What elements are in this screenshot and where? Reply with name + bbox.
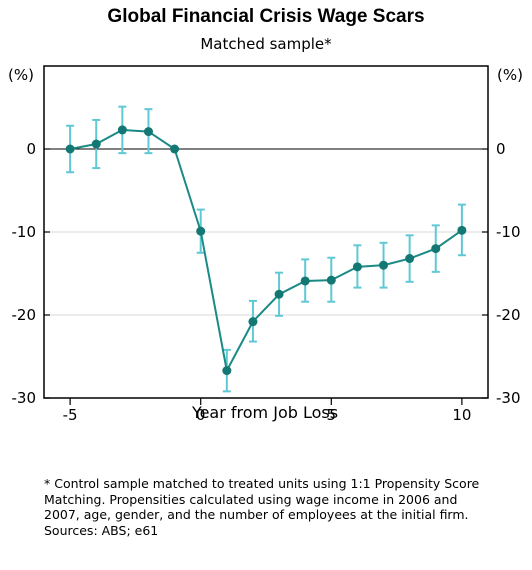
data-point	[352, 262, 362, 272]
x-tick-label: 10	[452, 406, 471, 424]
y-axis-ticks: 0 0 -10 -10 -20 -20 -30 -30	[12, 140, 521, 407]
data-point	[170, 144, 180, 154]
data-point	[91, 139, 101, 149]
footnote: * Control sample matched to treated unit…	[44, 476, 480, 522]
sources: Sources: ABS; e61	[44, 522, 159, 538]
chart-subtitle: Matched sample*	[200, 35, 332, 53]
data-point	[379, 260, 389, 270]
y-tick-label-left: -10	[12, 223, 37, 241]
data-point	[326, 275, 336, 285]
y-tick-label-right: -20	[496, 306, 521, 324]
y-axis-unit-right: (%)	[497, 66, 523, 84]
data-point	[248, 317, 258, 327]
y-axis-unit-left: (%)	[8, 66, 34, 84]
x-tick-label: 0	[196, 406, 206, 424]
y-tick-label-right: -10	[496, 223, 521, 241]
data-point	[300, 276, 310, 286]
x-axis-title: Year from Job Loss	[191, 403, 338, 422]
data-point	[274, 289, 284, 299]
y-tick-label-right: 0	[496, 140, 506, 158]
grid-lines	[44, 231, 488, 316]
data-point	[431, 244, 441, 254]
data-point	[222, 366, 232, 376]
chart-notes: * Control sample matched to treated unit…	[44, 476, 484, 538]
x-tick-label: -5	[63, 406, 78, 424]
data-points	[65, 125, 467, 376]
data-point	[117, 125, 127, 135]
x-tick-label: 5	[327, 406, 337, 424]
data-point	[143, 127, 153, 137]
data-point	[405, 254, 415, 264]
data-point	[65, 144, 75, 154]
x-axis-ticks: -5 0 5 10	[63, 398, 471, 424]
series-line	[69, 128, 463, 374]
data-point	[196, 226, 206, 236]
y-tick-label-left: -30	[12, 389, 37, 407]
chart-title: Global Financial Crisis Wage Scars	[107, 6, 425, 27]
y-tick-label-left: 0	[26, 140, 36, 158]
y-tick-label-left: -20	[12, 306, 37, 324]
y-tick-label-right: -30	[496, 389, 521, 407]
data-point	[457, 225, 467, 235]
